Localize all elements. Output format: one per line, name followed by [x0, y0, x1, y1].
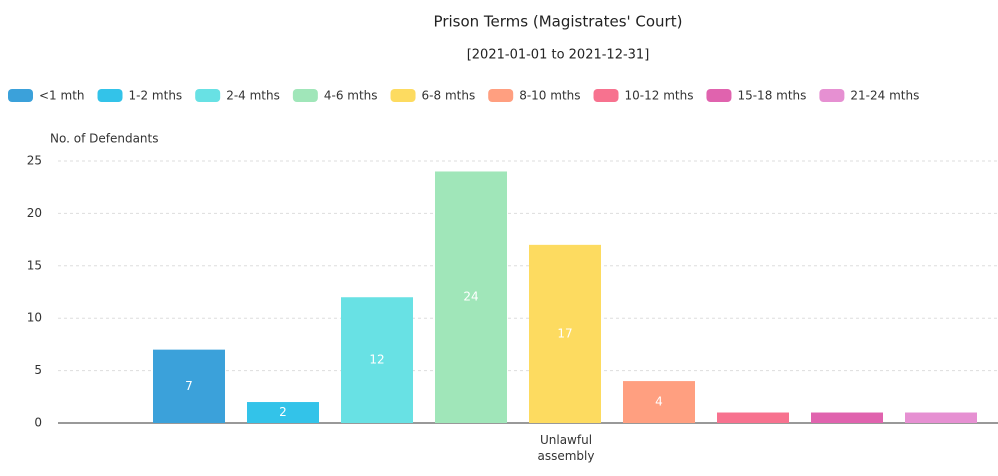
value-label: 4 — [655, 395, 663, 409]
y-tick-label: 0 — [34, 416, 42, 430]
y-tick-label: 5 — [34, 363, 42, 377]
legend-label: 6-8 mths — [422, 89, 476, 103]
legend-swatch — [488, 89, 514, 102]
value-label: 17 — [557, 326, 572, 340]
bar — [153, 349, 225, 423]
y-tick-label: 25 — [27, 154, 42, 168]
legend-label: 15-18 mths — [737, 89, 806, 103]
bar — [623, 381, 695, 423]
legend-label: 4-6 mths — [324, 89, 378, 103]
legend-label: <1 mth — [39, 89, 85, 103]
bar — [717, 412, 789, 423]
legend-swatch — [195, 89, 221, 102]
y-tick-label: 15 — [27, 258, 42, 272]
y-axis-label: No. of Defendants — [50, 132, 159, 146]
value-label: 12 — [369, 353, 384, 367]
bar — [435, 171, 507, 423]
chart-subtitle: [2021-01-01 to 2021-12-31] — [467, 48, 650, 63]
legend-swatch — [593, 89, 619, 102]
legend-label: 21-24 mths — [850, 89, 919, 103]
y-tick-label: 10 — [27, 311, 42, 325]
legend-swatch — [292, 89, 318, 102]
legend-swatch — [97, 89, 123, 102]
bar — [529, 244, 601, 423]
bar — [247, 402, 319, 423]
bar — [905, 412, 977, 423]
value-label: 2 — [279, 405, 287, 419]
bar — [811, 412, 883, 423]
legend-label: 1-2 mths — [129, 89, 183, 103]
legend-swatch — [819, 89, 845, 102]
legend-label: 8-10 mths — [519, 89, 580, 103]
legend-label: 2-4 mths — [226, 89, 280, 103]
legend-swatch — [390, 89, 416, 102]
legend-swatch — [8, 89, 33, 102]
value-label: 7 — [185, 379, 193, 393]
x-tick-label: Unlawful assembly — [538, 433, 595, 463]
chart-title: Prison Terms (Magistrates' Court) — [434, 13, 683, 31]
y-tick-label: 20 — [27, 206, 42, 220]
bar — [341, 297, 413, 423]
legend-label: 10-12 mths — [625, 89, 694, 103]
legend-swatch — [706, 89, 732, 102]
value-label: 24 — [463, 290, 478, 304]
